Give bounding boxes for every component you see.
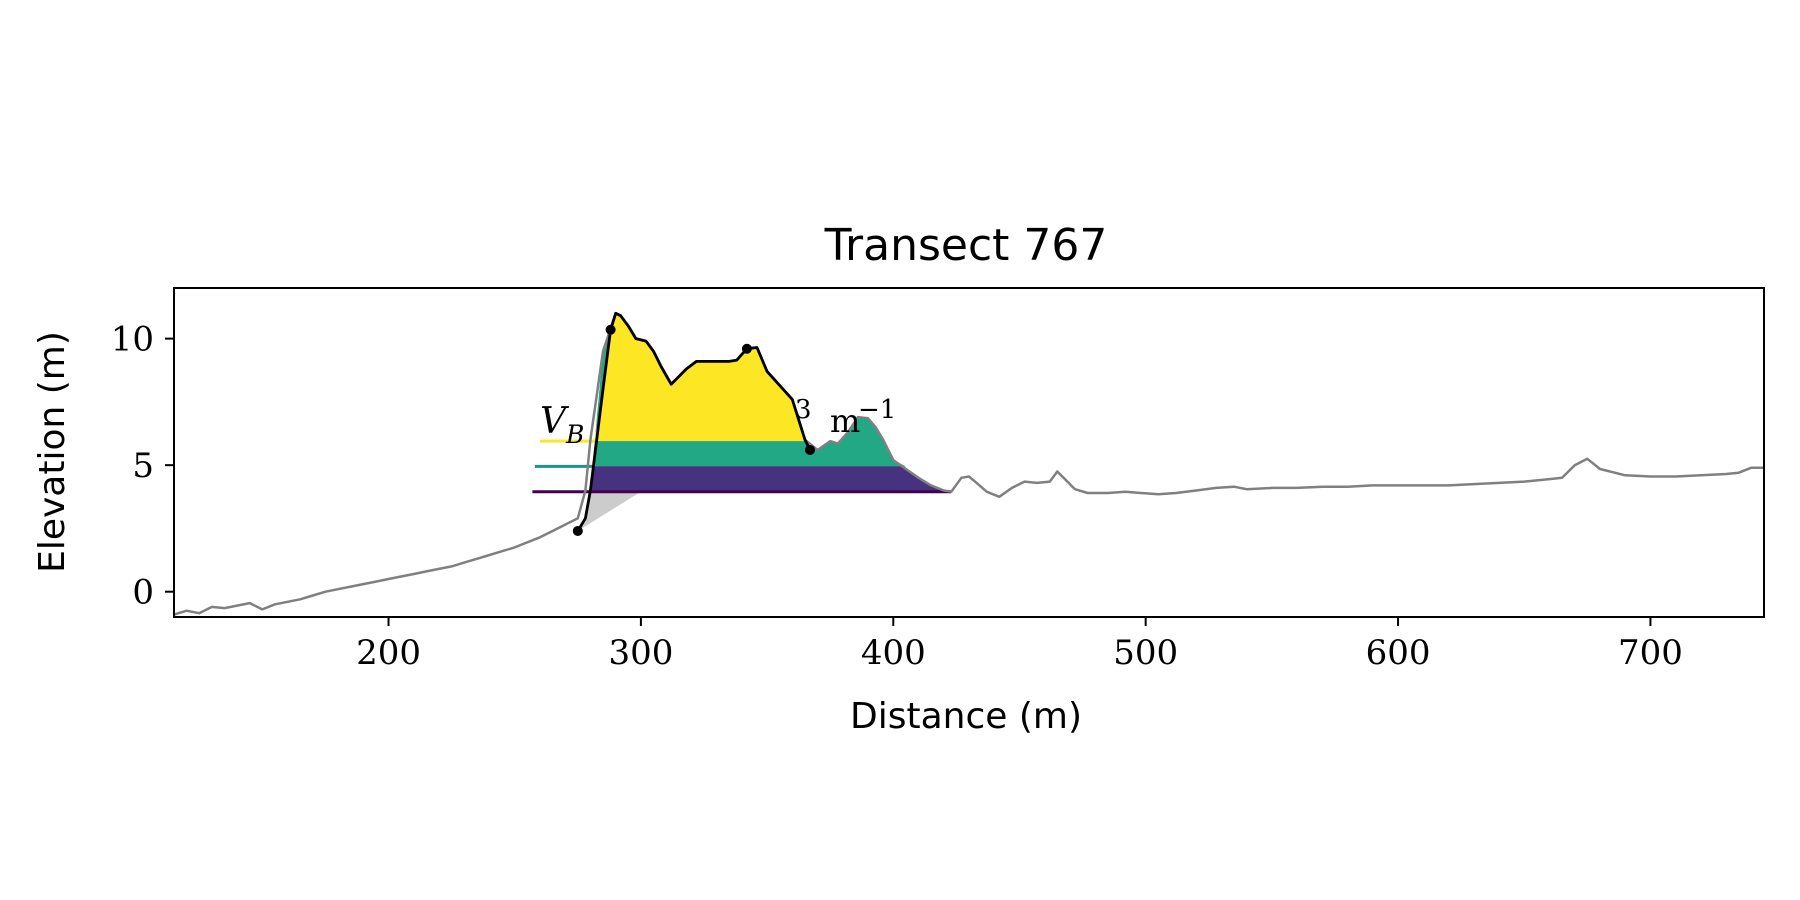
dune-outline (576, 311, 812, 532)
chart-title: Transect 767 (824, 220, 1108, 271)
x-tick-label-400: 400 (861, 633, 926, 673)
marker-point-2 (605, 324, 616, 335)
plot-area (174, 311, 1764, 616)
x-tick-label-600: 600 (1366, 633, 1431, 673)
x-tick-label-300: 300 (608, 633, 673, 673)
marker-point-4 (805, 444, 815, 455)
annotation-base: V (540, 401, 570, 442)
annotation-unit: m (830, 402, 860, 440)
annotation-unit-sup: 3 (795, 395, 812, 425)
y-tick-label-5: 5 (132, 446, 154, 486)
x-tick-label-200: 200 (356, 633, 421, 673)
y-axis-ticks: 0 5 10 (111, 320, 174, 613)
x-axis-ticks: 200 300 400 500 600 700 (356, 617, 1683, 673)
annotation-subscript: B (565, 420, 584, 449)
plot-overlays (572, 324, 815, 536)
annotation-unit-exponent: −1 (858, 395, 896, 425)
gray-wedge (577, 491, 641, 531)
volume-annotation: VB 3 m −1 (540, 395, 896, 449)
marker-point-1 (572, 525, 583, 536)
svg-text:VB: VB (540, 401, 584, 449)
marker-point-3 (741, 343, 752, 354)
profile-line (174, 312, 1764, 616)
y-tick-label-10: 10 (111, 320, 154, 360)
x-tick-label-500: 500 (1113, 633, 1178, 673)
x-tick-label-700: 700 (1618, 633, 1683, 673)
plot-frame (173, 287, 1765, 618)
fill-yellow (594, 313, 807, 442)
x-axis-label: Distance (m) (850, 696, 1082, 737)
y-tick-label-0: 0 (132, 573, 154, 613)
y-axis-label: Elevation (m) (32, 331, 73, 573)
